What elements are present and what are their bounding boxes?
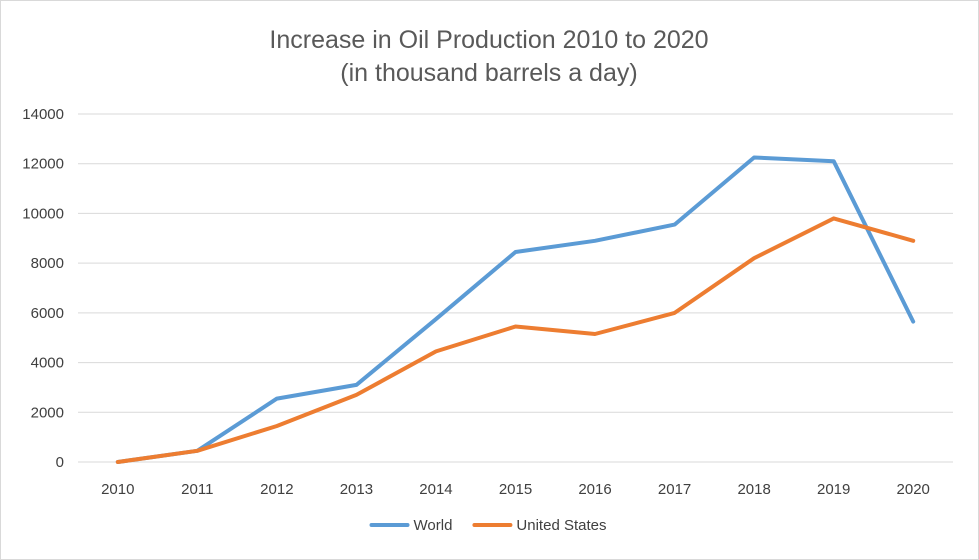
y-tick-label: 4000 [31,355,64,372]
data-point [196,450,198,452]
gridlines [78,113,953,463]
x-tick-label: 2017 [658,481,691,498]
data-point [594,240,596,242]
x-tick-label: 2015 [499,481,532,498]
x-tick-label: 2014 [419,481,452,498]
y-tick-label: 6000 [31,305,64,322]
chart-title: Increase in Oil Production 2010 to 2020 [269,26,708,54]
data-point [276,425,278,427]
data-point [117,461,119,463]
data-point [833,217,835,219]
data-point [435,350,437,352]
data-point [833,160,835,162]
x-tick-label: 2020 [897,481,930,498]
x-tick-label: 2011 [181,481,213,498]
series-line-world [115,155,916,464]
x-tick-label: 2010 [101,481,134,498]
y-axis-tick-labels: 0 2000 4000 6000 8000 10000 12000 14000 [22,106,64,471]
x-tick-label: 2016 [578,481,611,498]
x-tick-label: 2012 [260,481,293,498]
legend-label: United States [516,517,606,534]
data-point [515,326,516,328]
x-axis-tick-labels: 2010 2011 2012 2013 2014 2015 2016 2017 2018 2019… [101,481,930,498]
data-point [912,321,914,323]
legend: World United States [369,517,606,534]
data-point [912,240,914,242]
series-lines [115,155,916,464]
y-tick-label: 12000 [22,156,64,173]
chart-subtitle: (in thousand barrels a day) [340,59,637,87]
x-tick-label: 2019 [817,481,850,498]
data-point [435,318,437,320]
data-point [515,251,516,253]
x-tick-label: 2013 [340,481,373,498]
y-tick-label: 14000 [22,106,64,123]
data-point [753,257,755,259]
data-point [594,333,596,335]
y-tick-label: 8000 [31,255,64,272]
data-point [276,398,278,400]
data-point [674,224,676,226]
y-tick-label: 2000 [31,404,64,421]
data-point [355,394,357,396]
x-tick-label: 2018 [737,481,770,498]
data-point [674,312,676,314]
y-tick-label: 10000 [22,205,64,222]
y-tick-label: 0 [56,454,64,471]
data-point [753,157,755,158]
legend-label: World [414,517,453,534]
data-point [355,384,357,386]
